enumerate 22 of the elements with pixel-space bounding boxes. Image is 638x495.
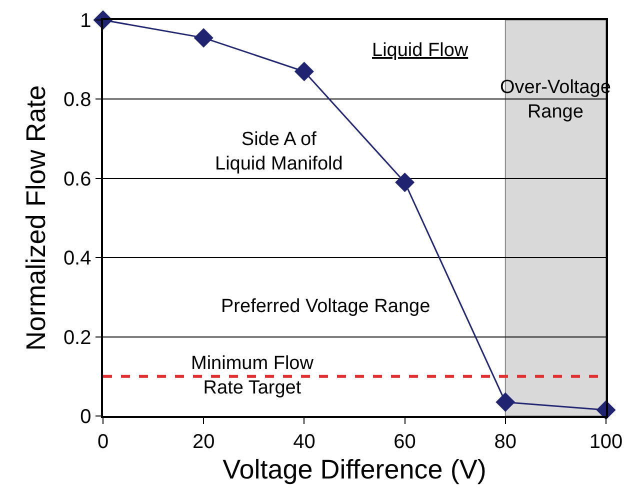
annotation: Preferred Voltage Range xyxy=(221,296,430,317)
y-tick-label: 0.6 xyxy=(63,168,92,190)
annotation: Liquid Flow xyxy=(372,40,468,61)
y-tick-label: 0.4 xyxy=(63,248,92,270)
point xyxy=(294,62,314,82)
x-tick-label: 80 xyxy=(494,430,517,453)
y-tick-label: 0.8 xyxy=(63,89,92,112)
point xyxy=(395,172,415,192)
ref-line-label: Minimum Flow Rate Target xyxy=(191,353,314,399)
x-tick-label: 20 xyxy=(192,430,215,453)
x-tick-label: 60 xyxy=(394,430,416,453)
point xyxy=(496,392,516,412)
x-tick-label: 100 xyxy=(589,430,623,453)
x-axis-title: Voltage Difference (V) xyxy=(222,454,486,485)
y-tick-label: 0.2 xyxy=(63,326,92,349)
point xyxy=(194,28,214,48)
y-axis-title: Normalized Flow Rate xyxy=(20,85,51,351)
x-tick-label: 40 xyxy=(293,430,316,453)
annotation: Side A of Liquid Manifold xyxy=(215,129,343,175)
x-tick-label: 0 xyxy=(97,430,109,453)
y-tick-label: 1 xyxy=(80,10,92,32)
y-tick-label: 0 xyxy=(80,406,92,428)
